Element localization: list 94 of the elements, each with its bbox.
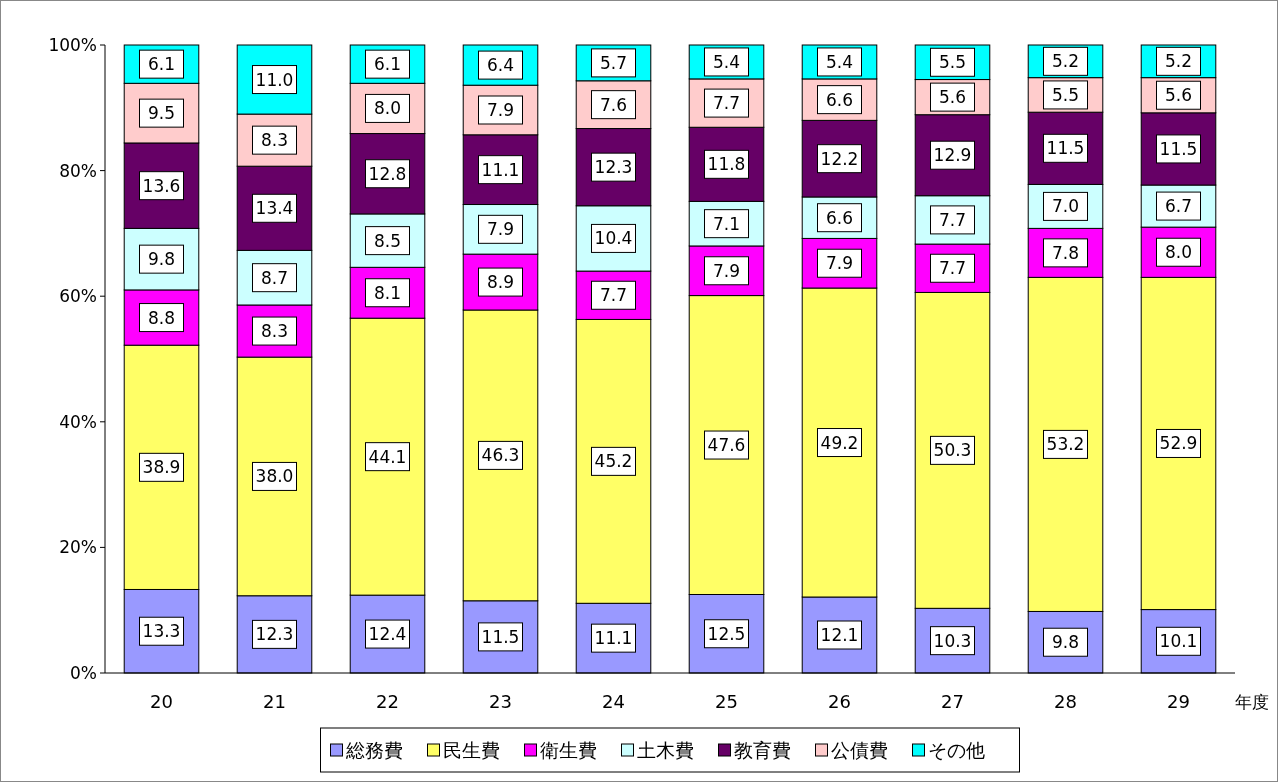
data-label: 8.0 xyxy=(1164,242,1193,263)
data-label: 11.1 xyxy=(481,159,520,180)
data-label: 7.9 xyxy=(486,100,515,120)
data-label: 5.5 xyxy=(938,52,967,73)
data-label: 8.8 xyxy=(147,307,176,328)
data-label: 8.7 xyxy=(260,267,289,288)
data-label: 9.8 xyxy=(1051,632,1080,653)
data-label: 5.6 xyxy=(1164,85,1193,106)
legend-label: 教育費 xyxy=(733,739,791,761)
legend-label: 公債費 xyxy=(830,739,888,761)
data-label: 7.7 xyxy=(599,285,628,306)
x-tick-label: 28 xyxy=(1054,691,1077,712)
y-tick-label: 100% xyxy=(48,35,97,55)
data-label: 12.2 xyxy=(820,148,859,169)
x-tick-label: 22 xyxy=(376,691,399,712)
data-label: 7.8 xyxy=(1051,242,1080,263)
data-label: 10.1 xyxy=(1159,631,1198,652)
data-label: 7.1 xyxy=(712,213,741,234)
data-label: 13.3 xyxy=(142,621,181,642)
x-tick-label: 27 xyxy=(941,691,964,712)
data-label: 12.3 xyxy=(255,624,294,645)
data-label: 49.2 xyxy=(820,432,859,453)
data-label: 5.2 xyxy=(1164,51,1193,72)
data-label: 47.6 xyxy=(707,435,746,456)
data-label: 7.7 xyxy=(938,209,967,230)
data-label: 50.3 xyxy=(933,440,972,461)
data-label: 8.9 xyxy=(486,272,515,293)
y-tick-label: 0% xyxy=(70,663,97,683)
data-label: 11.5 xyxy=(1046,138,1085,159)
data-label: 38.0 xyxy=(255,466,294,487)
data-label: 10.3 xyxy=(933,630,972,651)
data-label: 8.1 xyxy=(373,282,402,303)
data-label: 6.7 xyxy=(1164,196,1193,217)
data-label: 11.0 xyxy=(255,69,294,90)
data-label: 9.5 xyxy=(147,103,176,124)
data-label: 6.1 xyxy=(147,54,176,75)
data-label: 5.5 xyxy=(1051,84,1080,105)
data-label: 5.6 xyxy=(938,87,967,108)
data-label: 13.4 xyxy=(255,198,294,219)
data-label: 11.8 xyxy=(707,154,746,175)
data-label: 12.8 xyxy=(368,163,407,184)
x-tick-label: 23 xyxy=(489,691,512,712)
data-label: 12.1 xyxy=(820,625,859,646)
x-tick-label: 26 xyxy=(828,691,851,712)
data-label: 7.6 xyxy=(599,94,628,115)
data-label: 6.4 xyxy=(486,55,515,76)
data-label: 44.1 xyxy=(368,446,407,467)
data-label: 12.5 xyxy=(707,623,746,644)
data-label: 11.1 xyxy=(594,628,633,649)
legend-label: 土木費 xyxy=(636,739,694,761)
legend-label: 民生費 xyxy=(442,739,500,761)
data-label: 8.5 xyxy=(373,230,402,251)
data-label: 12.9 xyxy=(933,145,972,166)
data-label: 9.8 xyxy=(147,249,176,270)
data-label: 8.3 xyxy=(260,321,289,342)
data-label: 5.7 xyxy=(599,52,628,73)
data-label: 12.4 xyxy=(368,624,407,645)
y-tick-label: 40% xyxy=(59,411,97,432)
data-label: 8.0 xyxy=(373,98,402,119)
data-label: 7.7 xyxy=(938,258,967,279)
x-axis-title: 年度 xyxy=(1235,692,1269,712)
data-label: 53.2 xyxy=(1046,434,1085,455)
data-label: 7.0 xyxy=(1051,196,1080,217)
data-label: 46.3 xyxy=(481,445,520,466)
y-tick-label: 60% xyxy=(59,286,97,307)
data-label: 7.9 xyxy=(825,253,854,274)
data-label: 45.2 xyxy=(594,451,633,472)
data-label: 38.9 xyxy=(142,457,181,478)
x-tick-label: 24 xyxy=(602,691,625,712)
data-label: 8.3 xyxy=(260,130,289,151)
data-label: 5.4 xyxy=(825,51,854,72)
data-label: 5.2 xyxy=(1051,51,1080,72)
y-tick-label: 80% xyxy=(59,160,97,181)
data-label: 7.9 xyxy=(712,260,741,281)
data-label: 52.9 xyxy=(1159,433,1198,454)
x-tick-label: 29 xyxy=(1167,691,1190,712)
x-tick-label: 21 xyxy=(263,691,286,712)
data-label: 5.4 xyxy=(712,51,741,72)
y-tick-label: 20% xyxy=(59,537,97,558)
x-tick-label: 25 xyxy=(715,691,738,712)
data-label: 10.4 xyxy=(594,228,633,249)
data-label: 7.9 xyxy=(486,219,515,240)
data-label: 6.6 xyxy=(825,207,854,228)
data-label: 11.5 xyxy=(1159,138,1198,159)
data-label: 6.6 xyxy=(825,89,854,110)
legend-label: 衛生費 xyxy=(539,739,597,761)
data-label: 7.7 xyxy=(712,93,741,114)
data-label: 11.5 xyxy=(481,626,520,647)
data-label: 13.6 xyxy=(142,175,181,196)
legend-label: その他 xyxy=(927,739,985,761)
x-tick-label: 20 xyxy=(150,691,173,712)
data-label: 6.1 xyxy=(373,54,402,75)
data-label: 12.3 xyxy=(594,157,633,178)
legend-label: 総務費 xyxy=(344,739,403,761)
